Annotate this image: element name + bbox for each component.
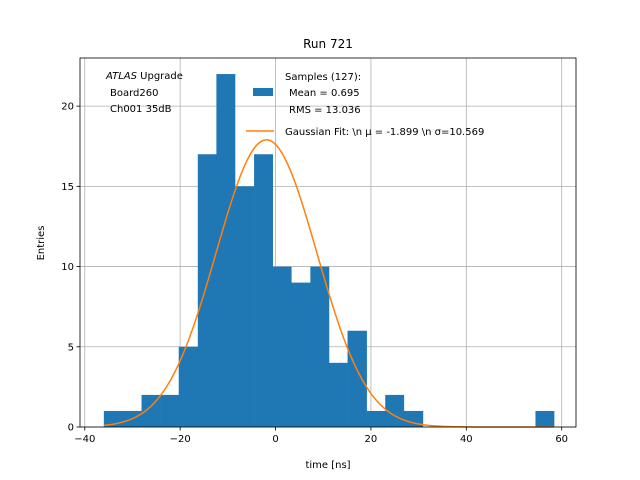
histogram-bar <box>347 330 367 427</box>
legend: Samples (127): Mean = 0.695 RMS = 13.036… <box>246 72 484 138</box>
legend-histogram-line-3: RMS = 13.036 <box>289 105 361 116</box>
y-tick-label: 5 <box>68 342 74 353</box>
histogram-bar <box>366 410 386 427</box>
x-tick-label: 40 <box>460 434 473 445</box>
x-tick-label: −20 <box>170 434 191 445</box>
histogram-bar <box>328 362 348 427</box>
y-tick-label: 0 <box>68 423 74 434</box>
y-tick-label: 15 <box>61 182 74 193</box>
legend-histogram-line-2: Mean = 0.695 <box>289 88 360 99</box>
x-tick-label: 60 <box>555 434 568 445</box>
grid <box>80 58 576 428</box>
plot-frame <box>79 57 577 428</box>
y-tick-label: 20 <box>61 102 74 113</box>
histogram-bar <box>254 154 273 427</box>
histogram-bar <box>272 266 292 427</box>
x-tick-label: 20 <box>365 434 378 445</box>
histogram-bar <box>385 394 405 427</box>
annotation-line-2: Board260 <box>110 88 158 99</box>
x-tick-label: −40 <box>74 434 95 445</box>
histogram-bar <box>197 154 217 427</box>
x-tick-label: 0 <box>272 434 278 445</box>
axis-ticks: −40 −20 0 20 40 60 0 5 10 15 20 <box>61 102 568 445</box>
annotation-line-3: Ch001 35dB <box>110 104 172 115</box>
annotation-atlas: ATLAS <box>105 71 138 82</box>
y-tick-label: 10 <box>61 262 74 273</box>
annotation-upgrade: Upgrade <box>137 71 183 82</box>
legend-histogram-line-1: Samples (127): <box>285 72 361 83</box>
histogram-bar <box>535 410 555 427</box>
histogram-bars <box>103 74 555 427</box>
y-axis-label: Entries <box>36 226 47 261</box>
histogram-bar <box>160 394 180 427</box>
histogram-bar <box>310 266 330 427</box>
legend-histogram-patch <box>253 88 273 96</box>
legend-fit-label: Gaussian Fit: \n μ = -1.899 \n σ=10.569 <box>285 127 484 138</box>
histogram-bar <box>235 186 255 427</box>
annotation-line-1: ATLAS Upgrade <box>105 71 183 82</box>
histogram-bar <box>403 410 424 427</box>
atlas-annotation: ATLAS Upgrade Board260 Ch001 35dB <box>105 71 183 115</box>
histogram-bar <box>291 282 311 427</box>
x-axis-label: time [ns] <box>305 460 350 471</box>
histogram-bar <box>216 74 236 427</box>
histogram-bar <box>178 346 199 427</box>
chart-title: Run 721 <box>303 37 353 51</box>
histogram-bar <box>141 394 161 427</box>
